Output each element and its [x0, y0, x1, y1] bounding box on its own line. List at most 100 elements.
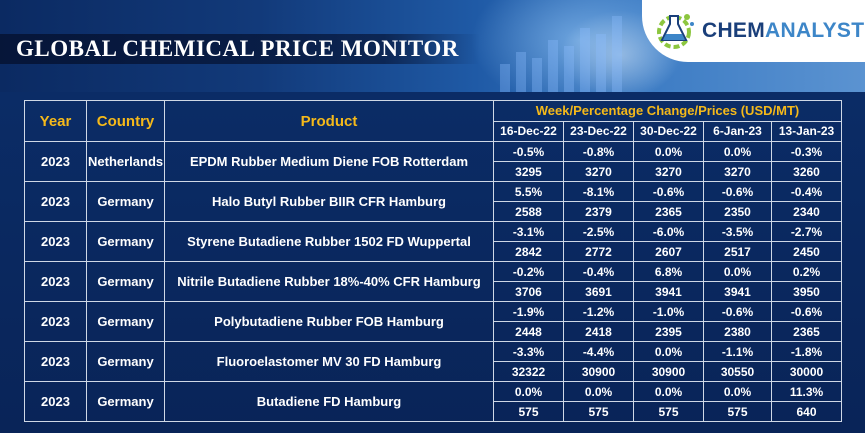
year-cell: 2023 [24, 141, 87, 182]
table-row-prices: 3706 3691 3941 3941 3950 [25, 281, 842, 302]
price-cell: 2517 [703, 241, 772, 262]
price-cell: 3270 [633, 161, 704, 182]
table-row: 2023 Germany Halo Butyl Rubber BIIR CFR Ha… [24, 181, 842, 222]
price-cell: 2340 [771, 201, 842, 222]
percent-change-cell: -1.0% [633, 301, 704, 322]
header-country: Country [86, 100, 165, 142]
price-cell: 2450 [771, 241, 842, 262]
logo-wordmark: CHEMANALYST [702, 19, 864, 43]
chemanalyst-logo[interactable]: CHEMANALYST [642, 0, 865, 62]
price-cell: 30000 [771, 361, 842, 382]
price-cell: 575 [563, 401, 634, 422]
percent-change-cell: -0.4% [563, 261, 634, 282]
percent-change-cell: -1.2% [563, 301, 634, 322]
price-cell: 3706 [493, 281, 564, 302]
header-date: 23-Dec-22 [563, 120, 634, 142]
price-cell: 30900 [563, 361, 634, 382]
flask-gear-icon [657, 14, 694, 49]
country-cell: Germany [86, 181, 165, 222]
price-cell: 30550 [703, 361, 772, 382]
price-cell: 2418 [563, 321, 634, 342]
year-cell: 2023 [24, 181, 87, 222]
year-cell: 2023 [24, 341, 87, 382]
percent-change-cell: -0.8% [563, 141, 634, 162]
product-cell: Butadiene FD Hamburg [164, 381, 494, 422]
price-cell: 575 [493, 401, 564, 422]
percent-change-cell: 11.3% [771, 381, 842, 402]
price-cell: 2350 [703, 201, 772, 222]
price-cell: 2607 [633, 241, 704, 262]
country-cell: Germany [86, 301, 165, 342]
percent-change-cell: 0.0% [703, 261, 772, 282]
table-row: 2023 Netherlands EPDM Rubber Medium Diene … [24, 141, 842, 182]
percent-change-cell: -0.3% [771, 141, 842, 162]
percent-change-cell: -0.6% [703, 301, 772, 322]
price-cell: 32322 [493, 361, 564, 382]
country-cell: Germany [86, 261, 165, 302]
percent-change-cell: -0.4% [771, 181, 842, 202]
price-table: Year Country Product Week/Percentage Cha… [24, 100, 842, 422]
percent-change-cell: 6.8% [633, 261, 704, 282]
price-cell: 3691 [563, 281, 634, 302]
percent-change-cell: -0.6% [703, 181, 772, 202]
country-cell: Germany [86, 341, 165, 382]
table-row: 2023 Germany Butadiene FD Hamburg 0.0% 0.0% 0… [24, 381, 842, 422]
table-row: 2023 Germany Polybutadiene Rubber FOB Hamb… [24, 301, 842, 342]
product-cell: Nitrile Butadiene Rubber 18%-40% CFR Ham… [164, 261, 494, 302]
header-date: 6-Jan-23 [703, 120, 772, 142]
percent-change-cell: -0.2% [493, 261, 564, 282]
price-cell: 2380 [703, 321, 772, 342]
percent-change-cell: -4.4% [563, 341, 634, 362]
header-banner: GLOBAL CHEMICAL PRICE MONITOR CHEMANALYS… [0, 0, 865, 92]
price-cell: 3270 [703, 161, 772, 182]
price-cell: 3941 [703, 281, 772, 302]
header-product: Product [164, 100, 494, 142]
year-cell: 2023 [24, 261, 87, 302]
price-cell: 3941 [633, 281, 704, 302]
table-row: 2023 Germany Styrene Butadiene Rubber 1502… [24, 221, 842, 262]
price-cell: 3295 [493, 161, 564, 182]
price-cell: 2365 [771, 321, 842, 342]
price-cell: 3270 [563, 161, 634, 182]
table-body: 2023 Netherlands EPDM Rubber Medium Diene … [24, 141, 842, 422]
percent-change-cell: -2.7% [771, 221, 842, 242]
percent-change-cell: -2.5% [563, 221, 634, 242]
percent-change-cell: -0.5% [493, 141, 564, 162]
percent-change-cell: 0.0% [493, 381, 564, 402]
price-cell: 2365 [633, 201, 704, 222]
product-cell: Halo Butyl Rubber BIIR CFR Hamburg [164, 181, 494, 222]
percent-change-cell: -3.5% [703, 221, 772, 242]
product-cell: Polybutadiene Rubber FOB Hamburg [164, 301, 494, 342]
percent-change-cell: -1.9% [493, 301, 564, 322]
price-cell: 2588 [493, 201, 564, 222]
percent-change-cell: 0.0% [703, 381, 772, 402]
year-cell: 2023 [24, 221, 87, 262]
percent-change-cell: -6.0% [633, 221, 704, 242]
logo-text-analyst: ANALYST [765, 19, 865, 42]
percent-change-cell: 0.0% [633, 341, 704, 362]
page-title: GLOBAL CHEMICAL PRICE MONITOR [16, 36, 459, 61]
header-date: 16-Dec-22 [493, 120, 564, 142]
price-cell: 3260 [771, 161, 842, 182]
table-row: 2023 Germany Nitrile Butadiene Rubber 18%-… [24, 261, 842, 302]
percent-change-cell: -3.1% [493, 221, 564, 242]
product-cell: Fluoroelastomer MV 30 FD Hamburg [164, 341, 494, 382]
price-cell: 2448 [493, 321, 564, 342]
percent-change-cell: 0.0% [633, 381, 704, 402]
price-cell: 2842 [493, 241, 564, 262]
price-cell: 2772 [563, 241, 634, 262]
percent-change-cell: 0.0% [703, 141, 772, 162]
title-strip [0, 34, 480, 64]
year-cell: 2023 [24, 301, 87, 342]
table-row: 2023 Germany Fluoroelastomer MV 30 FD Hamb… [24, 341, 842, 382]
header-year: Year [24, 100, 87, 142]
percent-change-cell: -1.1% [703, 341, 772, 362]
percent-change-cell: -8.1% [563, 181, 634, 202]
country-cell: Germany [86, 381, 165, 422]
price-cell: 640 [771, 401, 842, 422]
percent-change-cell: -0.6% [771, 301, 842, 322]
price-cell: 30900 [633, 361, 704, 382]
price-cell: 575 [633, 401, 704, 422]
table-row-prices: 575 575 575 575 640 [25, 401, 842, 422]
header-date: 30-Dec-22 [633, 120, 704, 142]
